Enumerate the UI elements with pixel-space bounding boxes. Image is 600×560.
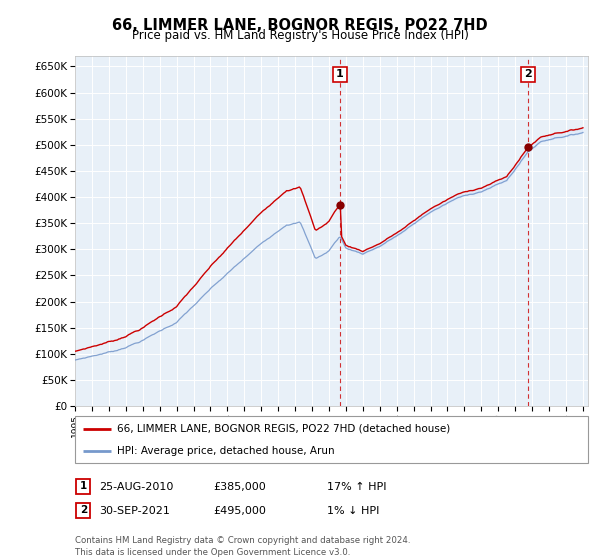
Text: HPI: Average price, detached house, Arun: HPI: Average price, detached house, Arun <box>117 446 335 456</box>
Text: 2: 2 <box>524 69 532 80</box>
Bar <box>76 479 91 494</box>
Text: 66, LIMMER LANE, BOGNOR REGIS, PO22 7HD (detached house): 66, LIMMER LANE, BOGNOR REGIS, PO22 7HD … <box>117 424 451 434</box>
Text: 1% ↓ HPI: 1% ↓ HPI <box>327 506 379 516</box>
Text: 1: 1 <box>80 482 87 491</box>
Text: Contains HM Land Registry data © Crown copyright and database right 2024.
This d: Contains HM Land Registry data © Crown c… <box>75 536 410 557</box>
Bar <box>76 503 91 518</box>
Text: 25-AUG-2010: 25-AUG-2010 <box>99 482 173 492</box>
Text: 2: 2 <box>80 506 87 515</box>
Text: 1: 1 <box>336 69 344 80</box>
Text: 17% ↑ HPI: 17% ↑ HPI <box>327 482 386 492</box>
Text: £385,000: £385,000 <box>213 482 266 492</box>
Text: Price paid vs. HM Land Registry's House Price Index (HPI): Price paid vs. HM Land Registry's House … <box>131 29 469 42</box>
Text: 66, LIMMER LANE, BOGNOR REGIS, PO22 7HD: 66, LIMMER LANE, BOGNOR REGIS, PO22 7HD <box>112 18 488 33</box>
Text: 30-SEP-2021: 30-SEP-2021 <box>99 506 170 516</box>
Text: £495,000: £495,000 <box>213 506 266 516</box>
